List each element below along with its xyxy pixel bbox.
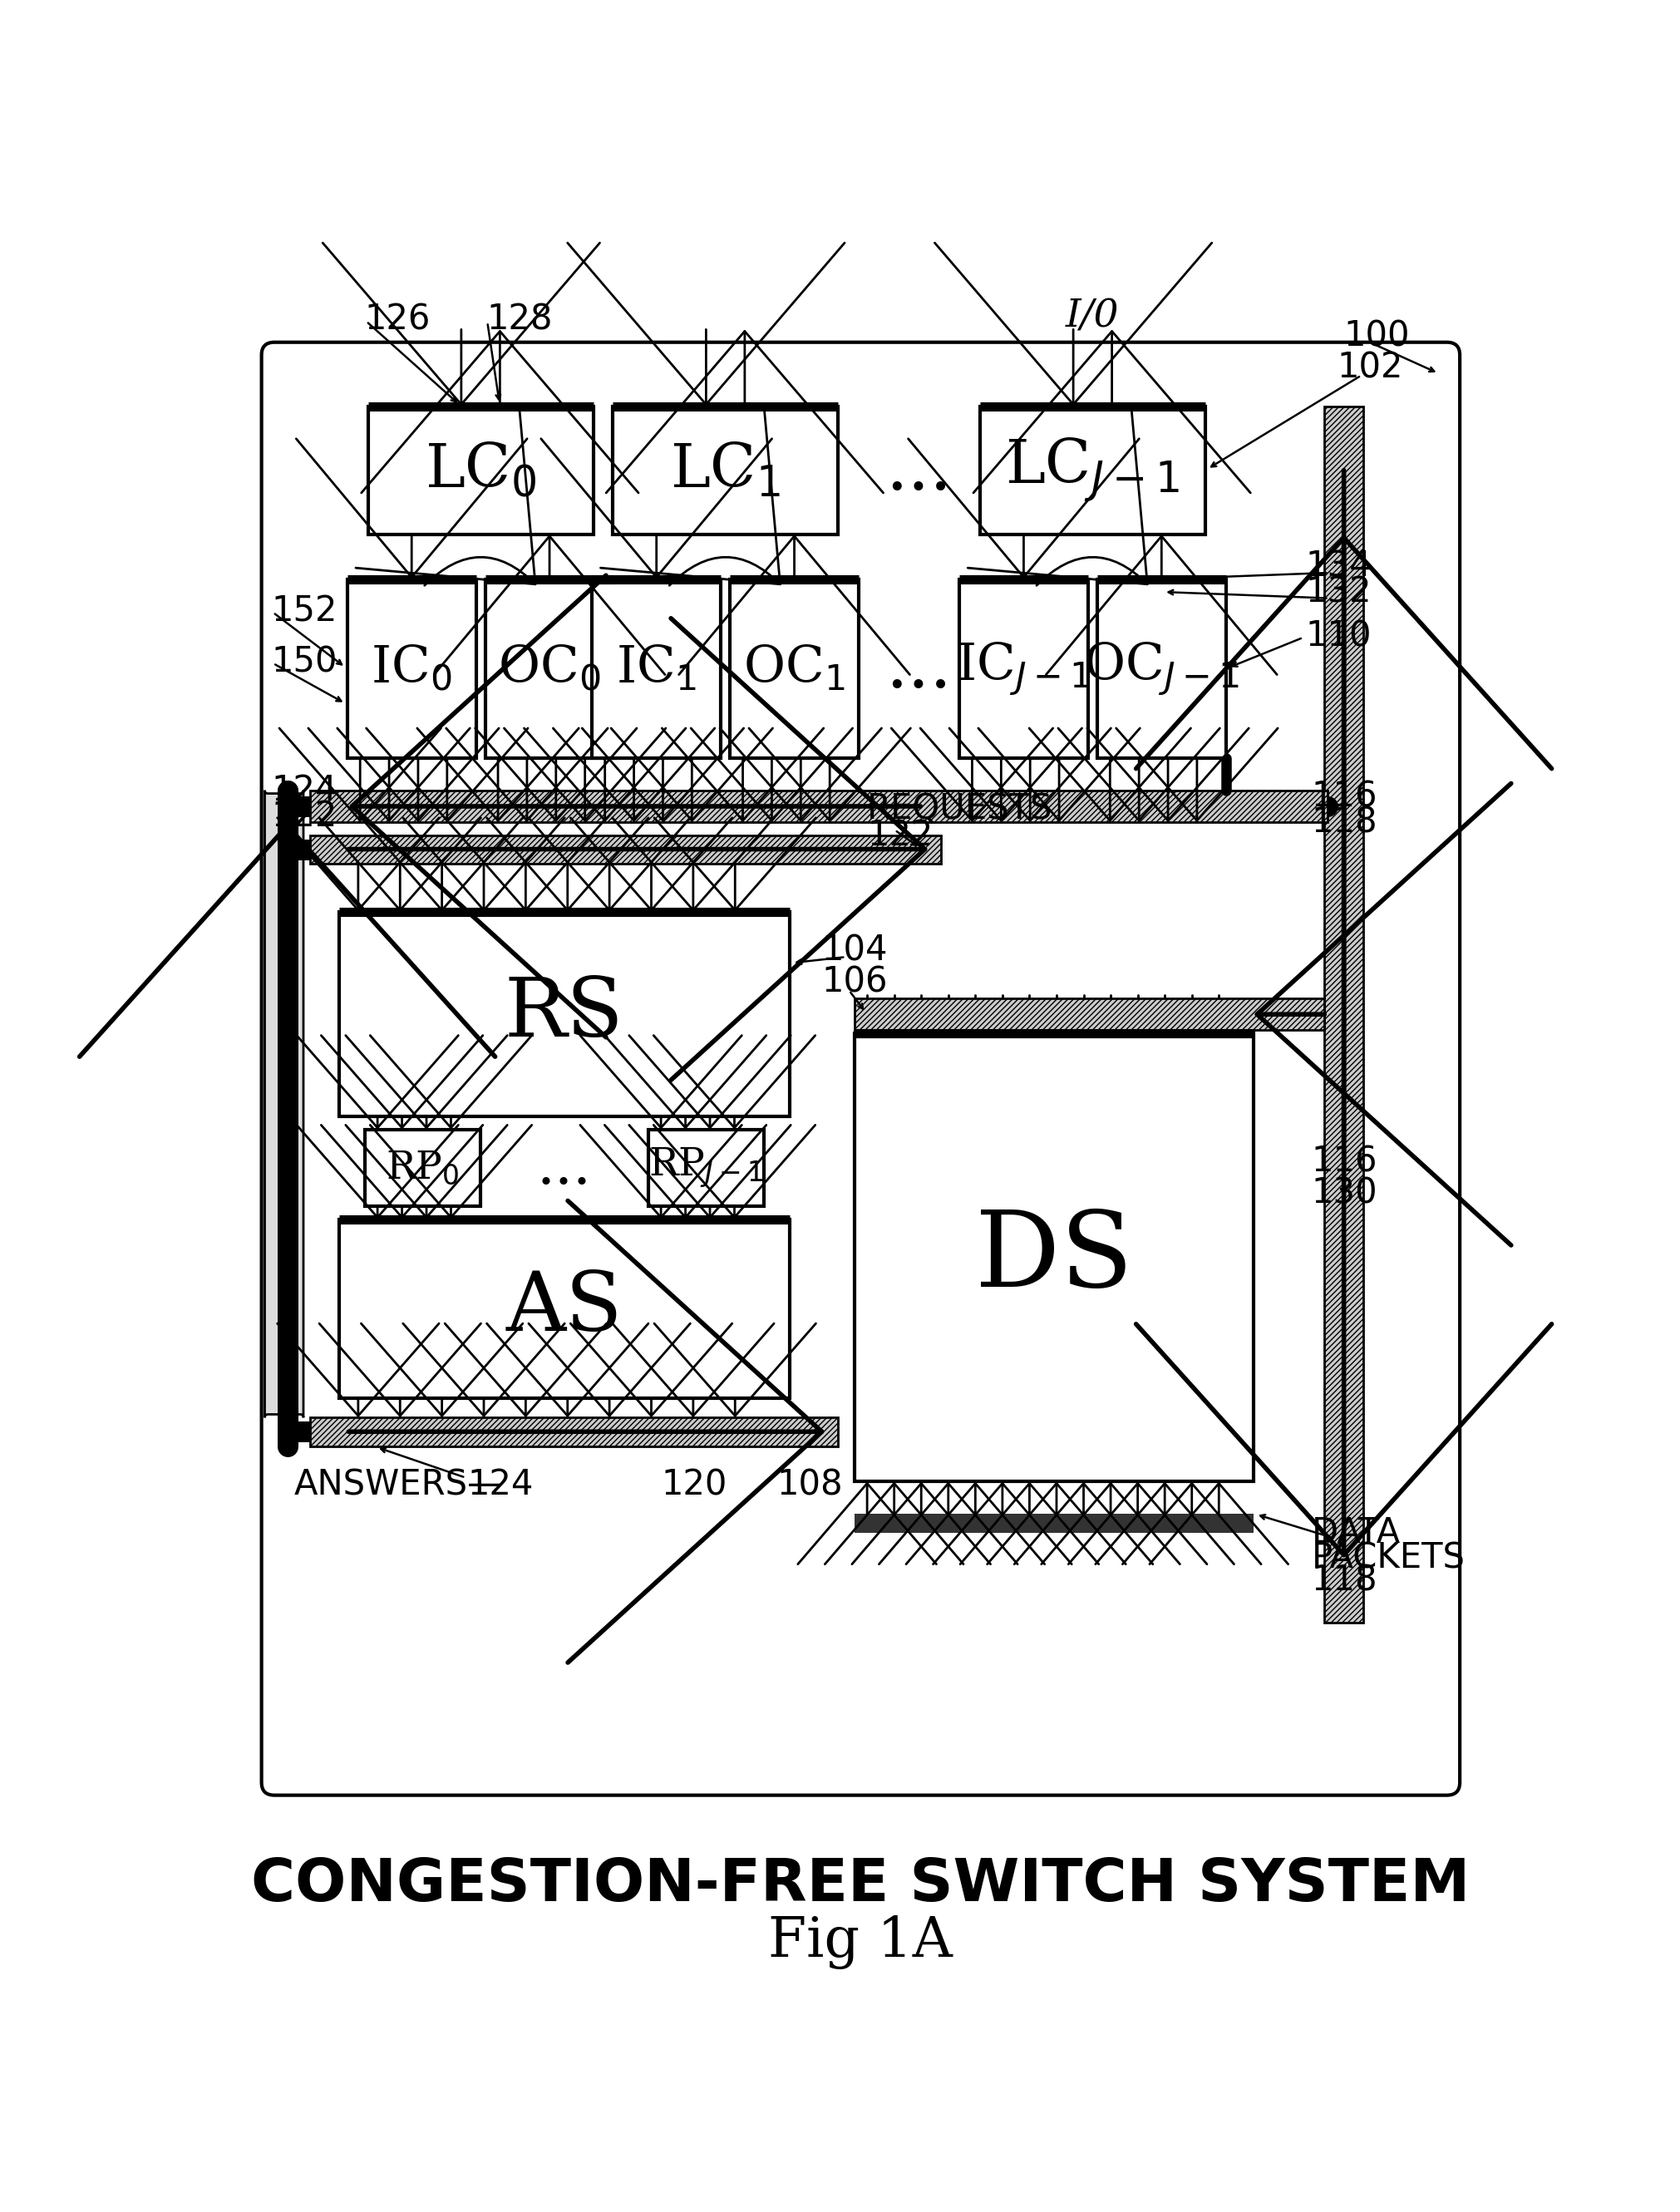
Text: 122: 122: [270, 799, 338, 834]
Text: 118: 118: [1312, 1564, 1378, 1599]
Text: OC$_1$: OC$_1$: [743, 644, 845, 695]
Text: 122: 122: [867, 818, 932, 852]
Text: Fig 1A: Fig 1A: [768, 1916, 953, 1969]
Text: IC$_0$: IC$_0$: [371, 644, 452, 695]
Text: CONGESTION-FREE SWITCH SYSTEM: CONGESTION-FREE SWITCH SYSTEM: [252, 1856, 1470, 1913]
Bar: [648, 1130, 764, 1206]
Text: 124: 124: [270, 772, 338, 807]
Text: 106: 106: [822, 964, 889, 1000]
Text: ANSWERS—: ANSWERS—: [294, 1467, 502, 1502]
Bar: [1097, 580, 1226, 759]
Text: 134: 134: [1305, 549, 1371, 584]
Bar: [591, 580, 721, 759]
Text: REQUESTS: REQUESTS: [867, 792, 1053, 827]
Text: 116: 116: [1312, 779, 1378, 814]
Text: OC$_{J-1}$: OC$_{J-1}$: [1084, 639, 1240, 697]
Text: 124: 124: [467, 1467, 534, 1502]
Bar: [853, 998, 1324, 1031]
Bar: [486, 580, 613, 759]
Bar: [309, 790, 1327, 823]
Text: 132: 132: [1305, 575, 1371, 608]
Text: 130: 130: [1312, 1177, 1378, 1210]
Text: 102: 102: [1337, 349, 1403, 385]
Bar: [348, 580, 475, 759]
Text: RP$_0$: RP$_0$: [386, 1148, 459, 1188]
Bar: [339, 1219, 790, 1398]
Text: RS: RS: [504, 975, 623, 1055]
Text: IC$_{J-1}$: IC$_{J-1}$: [956, 639, 1090, 697]
Text: 104: 104: [822, 933, 889, 969]
Text: 128: 128: [487, 303, 553, 336]
Bar: [339, 911, 790, 1117]
Text: 120: 120: [660, 1467, 727, 1502]
Text: 100: 100: [1344, 319, 1410, 354]
Text: ...: ...: [538, 1141, 591, 1194]
Bar: [365, 1130, 480, 1206]
Bar: [368, 407, 593, 535]
Text: OC$_0$: OC$_0$: [497, 644, 601, 695]
Text: 150: 150: [270, 646, 338, 679]
Text: AS: AS: [506, 1270, 623, 1349]
Bar: [729, 580, 858, 759]
Text: I/0: I/0: [1065, 299, 1119, 336]
Text: RP$_{J-1}$: RP$_{J-1}$: [648, 1146, 763, 1190]
Text: 118: 118: [1312, 805, 1378, 841]
Text: ...: ...: [885, 438, 953, 504]
Text: DATA: DATA: [1312, 1515, 1401, 1551]
Bar: [853, 1033, 1253, 1482]
Text: LC$_1$: LC$_1$: [670, 440, 781, 500]
Text: DS: DS: [974, 1206, 1132, 1310]
Text: LC$_0$: LC$_0$: [425, 440, 536, 500]
Text: ...: ...: [885, 635, 953, 701]
Text: 126: 126: [365, 303, 430, 336]
Bar: [853, 1513, 1253, 1533]
Text: 152: 152: [270, 593, 338, 628]
Bar: [959, 580, 1089, 759]
Text: LC$_{J-1}$: LC$_{J-1}$: [1005, 436, 1179, 504]
Bar: [309, 1418, 838, 1447]
Text: 110: 110: [1305, 619, 1371, 655]
Text: 108: 108: [776, 1467, 843, 1502]
Bar: [979, 407, 1205, 535]
FancyBboxPatch shape: [265, 790, 304, 1418]
Text: 116: 116: [1312, 1144, 1378, 1179]
Bar: [309, 836, 941, 865]
Bar: [613, 407, 838, 535]
Text: PACKETS: PACKETS: [1312, 1542, 1465, 1575]
Text: IC$_1$: IC$_1$: [617, 644, 697, 695]
Bar: [1324, 407, 1362, 1621]
